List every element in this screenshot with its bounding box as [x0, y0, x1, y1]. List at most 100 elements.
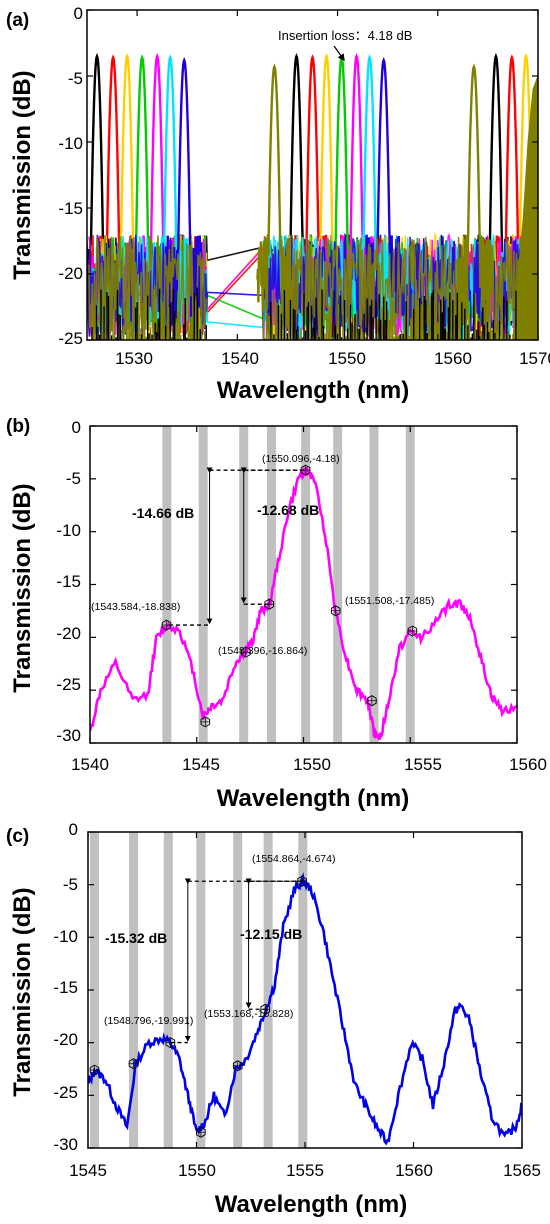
- panel-a-xtick-label: 1550: [328, 349, 366, 368]
- panel-a-annotation-arrow: [333, 45, 345, 62]
- panel-c-ytick-label: -20: [53, 1030, 78, 1049]
- panel-b-xtick-label: 1555: [404, 755, 442, 774]
- panel-b-point-label-peak: (1550.096,-4.18): [262, 453, 340, 465]
- panel-a-insertion-loss-annotation: Insertion loss：4.18 dB: [278, 28, 412, 43]
- panel-b-xtick-label: 1550: [293, 755, 331, 774]
- panel-b-data-marker: [367, 695, 377, 707]
- panel-b-yticks: 0 -5 -10 -15 -20 -25 -30: [56, 418, 81, 745]
- panel-c-ytick-label: -10: [53, 927, 78, 946]
- panel-b-xtick-label: 1560: [509, 755, 547, 774]
- panel-a-label: (a): [6, 10, 29, 31]
- panel-c-dimension-label: -15.32 dB: [105, 930, 167, 946]
- panel-a-ytick-label: -20: [58, 264, 83, 283]
- panel-a-xlabel: Wavelength (nm): [217, 377, 409, 404]
- panel-c-xticks: 1545 1550 1555 1560 1565: [69, 1161, 541, 1180]
- panel-a-xticks: 1530 1540 1550 1560 1570: [115, 349, 550, 368]
- panel-b-xtick-label: 1545: [182, 755, 220, 774]
- panel-b-shaded-band: [405, 426, 415, 743]
- panel-b-shaded-band: [198, 426, 208, 743]
- panel-a-xtick-label: 1560: [434, 349, 472, 368]
- panel-c-ytick-label: -25: [53, 1083, 78, 1102]
- panel-c-shaded-band: [90, 832, 100, 1148]
- panel-b-point-label: (1548.396,-16.864): [218, 645, 307, 657]
- panel-b-ytick-label: -10: [56, 521, 81, 540]
- panel-a-channel-peak: [455, 63, 493, 327]
- panel-a-edge-fill: [512, 75, 538, 340]
- panel-c: (c) Transmission (dB) Wavelength (nm) 0 …: [6, 820, 541, 1218]
- panel-c-data-marker: [232, 1060, 243, 1072]
- panel-b-data-marker: [330, 605, 341, 617]
- panel-c-label: (c): [6, 826, 29, 847]
- panel-c-ytick-label: -30: [53, 1135, 78, 1154]
- panel-b-point-label: (1551.508,-17.485): [345, 595, 434, 607]
- panel-a-yticks: 0 -5 -10 -15 -20 -25: [58, 4, 83, 348]
- panel-a-channel-peak: [256, 63, 293, 327]
- panel-b-frame: [89, 425, 518, 744]
- panel-b-point-label: (1543.584,-18.838): [91, 601, 180, 613]
- panel-c-shaded-band: [298, 832, 308, 1148]
- panel-c-shaded-band: [263, 832, 273, 1148]
- panel-b-ytick-label: -20: [56, 624, 81, 643]
- panel-a-xtick-label: 1570: [519, 349, 550, 368]
- panel-c-xtick-label: 1565: [503, 1161, 541, 1180]
- panel-c-data-marker: [128, 1058, 139, 1070]
- panel-c-yticks: 0 -5 -10 -15 -20 -25 -30: [53, 820, 78, 1154]
- panel-a-xtick-label: 1530: [115, 349, 153, 368]
- panel-c-dimension-label: -12.15 dB: [240, 926, 302, 942]
- panel-b-xlabel: Wavelength (nm): [217, 785, 409, 812]
- panel-c-xtick-label: 1560: [395, 1161, 433, 1180]
- panel-b-ytick-label: -5: [66, 469, 81, 488]
- panel-c-xtick-label: 1550: [178, 1161, 216, 1180]
- panel-c-xtick-label: 1545: [69, 1161, 107, 1180]
- panel-c-frame: [87, 831, 523, 1149]
- panel-c-data-marker: [260, 1003, 271, 1015]
- panel-c-shaded-band: [233, 832, 243, 1148]
- panel-b-dimension-label: -12.68 dB: [257, 502, 319, 518]
- panel-b-dimension-label: -14.66 dB: [132, 505, 194, 521]
- panel-a-xtick-label: 1540: [221, 349, 259, 368]
- panel-b-label: (b): [6, 416, 30, 437]
- panel-a-ylabel: Transmission (dB): [9, 70, 36, 279]
- panel-a-plot-area: [86, 9, 539, 341]
- panel-c-ytick-label: -15: [53, 978, 78, 997]
- panel-a-ytick-label: -25: [58, 329, 83, 348]
- panel-b-xticks: 1540 1545 1550 1555 1560: [71, 755, 547, 774]
- panel-c-ytick-label: 0: [69, 820, 78, 839]
- panel-b-shaded-band: [162, 426, 172, 743]
- panel-a-ytick-label: -15: [58, 199, 83, 218]
- panel-b-ytick-label: -15: [56, 572, 81, 591]
- panel-b-shaded-band: [301, 426, 311, 743]
- panel-a-ytick-label: -10: [58, 134, 83, 153]
- panel-b-ytick-label: -25: [56, 675, 81, 694]
- panel-a: (a) Transmission (dB) Wavelength (nm) 0 …: [6, 4, 550, 404]
- panel-a-ytick-label: -5: [68, 69, 83, 88]
- panel-c-point-label: (1548.796,-19.991): [104, 1015, 193, 1027]
- panel-a-series-group: [87, 52, 538, 340]
- panel-c-ytick-label: -5: [63, 875, 78, 894]
- panel-a-frame: [86, 9, 539, 341]
- panel-b-ytick-label: -30: [56, 726, 81, 745]
- panel-b-data-marker: [300, 464, 311, 476]
- panel-c-xtick-label: 1555: [286, 1161, 324, 1180]
- panel-b-shaded-band: [333, 426, 343, 743]
- panel-c-xlabel: Wavelength (nm): [215, 1191, 407, 1218]
- panel-b-plot-area: [89, 425, 518, 744]
- panel-b-data-marker: [407, 625, 418, 637]
- panel-c-shaded-band: [129, 832, 139, 1148]
- panel-b-ylabel: Transmission (dB): [9, 483, 36, 692]
- panel-c-shaded-band: [196, 832, 206, 1148]
- panel-b-ytick-label: 0: [72, 418, 81, 437]
- panel-b: (b) Transmission (dB) Wavelength (nm) 0 …: [6, 416, 547, 812]
- panel-b-data-marker: [161, 619, 172, 631]
- panel-b-data-marker: [241, 646, 251, 658]
- panel-b-xtick-label: 1540: [71, 755, 109, 774]
- panel-a-ytick-label: 0: [74, 4, 83, 23]
- panel-c-data-marker: [297, 875, 307, 887]
- panel-c-ylabel: Transmission (dB): [9, 887, 36, 1096]
- panel-c-point-label-peak: (1554.864,-4.674): [252, 853, 335, 865]
- panel-c-plot-area: [87, 831, 523, 1149]
- panel-c-data-marker: [196, 1126, 206, 1138]
- panel-c-data-marker: [165, 1037, 176, 1049]
- panel-b-data-marker: [200, 716, 211, 728]
